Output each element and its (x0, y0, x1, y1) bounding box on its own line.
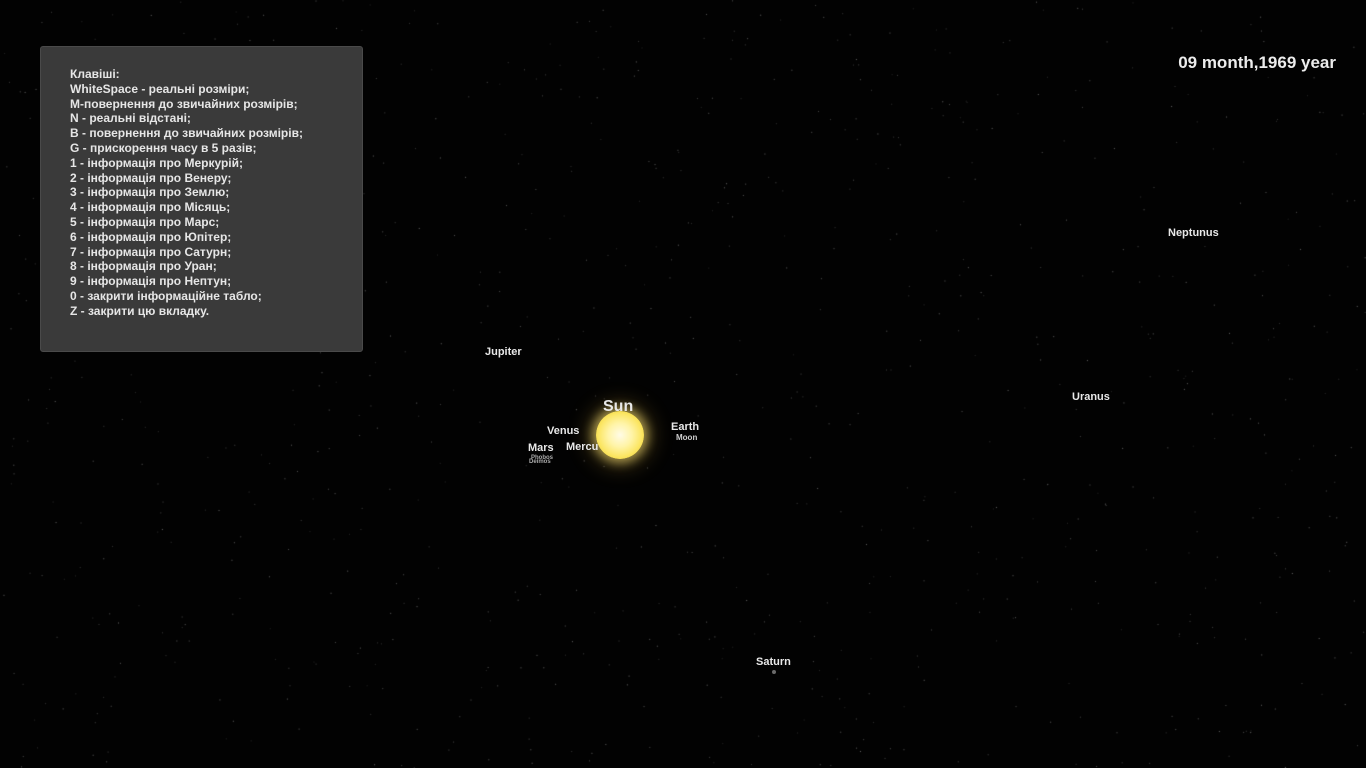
help-line: 7 - інформація про Сатурн; (70, 244, 232, 259)
deimos-label: Deimos (529, 459, 551, 465)
help-line: 9 - інформація про Нептун; (70, 274, 232, 289)
earth-label: Earth (671, 421, 700, 433)
help-line: 4 - інформація про Місяць; (70, 200, 231, 215)
sun-body[interactable] (596, 411, 644, 459)
mars-label: Mars (528, 442, 554, 454)
help-line: Z - закрити цю вкладку. (70, 303, 210, 318)
help-line: 0 - закрити інформаційне табло; (70, 288, 262, 303)
neptune-label: Neptunus (1168, 227, 1219, 239)
jupiter-label: Jupiter (485, 346, 522, 358)
help-line: 1 - інформація про Меркурій; (70, 155, 244, 170)
help-line: G - прискорення часу в 5 разів; (70, 140, 257, 155)
help-line: 5 - інформація про Марс; (70, 214, 220, 229)
sun-label: Sun (603, 398, 634, 415)
saturn-label: Saturn (756, 656, 791, 668)
help-line: 8 - інформація про Уран; (70, 259, 217, 274)
help-line: 6 - інформація про Юпітер; (70, 229, 232, 244)
help-line: Клавіші: (70, 67, 120, 81)
mercury-label: Mercu (566, 441, 599, 453)
saturn-body[interactable] (772, 670, 776, 674)
moon-label: Moon (676, 433, 698, 442)
uranus-label: Uranus (1072, 391, 1110, 403)
help-line: B - повернення до звичайних розмірів; (70, 126, 303, 141)
help-line: 2 - інформація про Венеру; (70, 170, 232, 185)
help-line: 3 - інформація про Землю; (70, 185, 230, 200)
help-line: N - реальні відстані; (70, 111, 191, 126)
venus-label: Venus (547, 425, 580, 437)
help-line: WhiteSpace - реальні розміри; (70, 81, 250, 96)
help-line: M-повернення до звичайних розмірів; (70, 96, 298, 111)
phobos-label: Phobos (531, 455, 553, 461)
keyboard-help-panel: Клавіші: WhiteSpace - реальні розміри; M… (40, 46, 363, 352)
date-display: 09 month,1969 year (1178, 53, 1336, 72)
